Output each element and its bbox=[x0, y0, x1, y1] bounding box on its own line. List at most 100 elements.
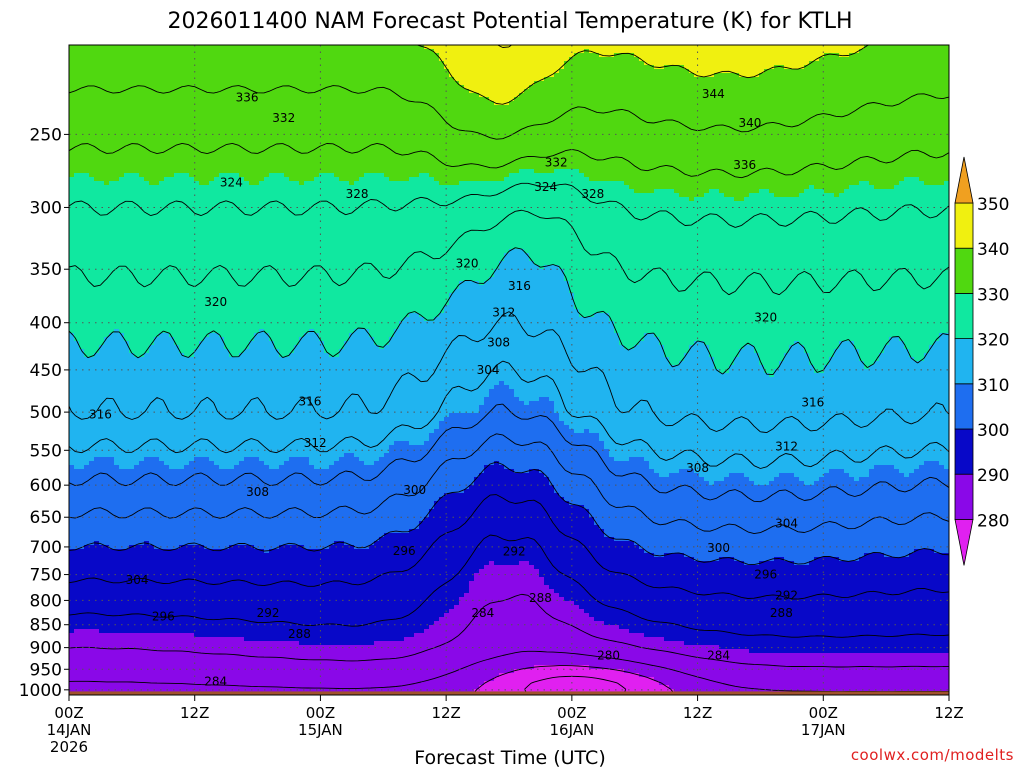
theta-fill-cell bbox=[814, 557, 820, 654]
theta-fill-cell bbox=[639, 61, 645, 194]
theta-fill-cell bbox=[69, 333, 75, 466]
theta-fill-cell bbox=[694, 77, 700, 198]
theta-fill-cell bbox=[144, 541, 150, 634]
theta-fill-cell bbox=[934, 461, 940, 554]
theta-fill-cell bbox=[574, 53, 580, 170]
theta-fill-cell bbox=[279, 45, 285, 174]
contour-label: 292 bbox=[775, 588, 798, 602]
theta-fill-cell bbox=[614, 541, 620, 626]
theta-fill-cell bbox=[289, 545, 295, 642]
theta-fill-cell bbox=[219, 173, 225, 338]
theta-fill-cell bbox=[784, 653, 790, 694]
theta-fill-cell bbox=[439, 185, 445, 314]
theta-fill-cell bbox=[319, 45, 325, 174]
theta-fill-cell bbox=[494, 45, 500, 106]
theta-fill-cell bbox=[884, 465, 890, 558]
theta-fill-cell bbox=[844, 561, 850, 654]
theta-fill-cell bbox=[324, 173, 330, 354]
theta-fill-cell bbox=[204, 549, 210, 638]
theta-fill-cell bbox=[619, 181, 625, 346]
contour-label: 332 bbox=[272, 111, 295, 125]
theta-fill-cell bbox=[379, 537, 385, 642]
theta-fill-cell bbox=[919, 465, 925, 550]
theta-fill-cell bbox=[304, 645, 310, 694]
theta-fill-cell bbox=[139, 545, 145, 634]
theta-fill-cell bbox=[134, 45, 140, 174]
theta-fill-cell bbox=[144, 457, 150, 542]
theta-fill-cell bbox=[289, 181, 295, 354]
theta-fill-cell bbox=[459, 181, 465, 282]
x-tick-date: 16JAN bbox=[549, 721, 594, 739]
theta-fill-cell bbox=[849, 45, 855, 54]
theta-fill-cell bbox=[864, 369, 870, 478]
theta-fill-cell bbox=[939, 465, 945, 554]
theta-fill-cell bbox=[869, 653, 875, 694]
theta-fill-cell bbox=[604, 449, 610, 538]
theta-fill-cell bbox=[324, 645, 330, 694]
theta-fill-cell bbox=[634, 57, 640, 194]
theta-fill-cell bbox=[759, 45, 765, 74]
theta-fill-cell bbox=[379, 45, 385, 174]
theta-fill-cell bbox=[629, 541, 635, 634]
theta-fill-cell bbox=[469, 281, 475, 414]
theta-fill-cell bbox=[429, 45, 435, 50]
theta-fill-cell bbox=[149, 185, 155, 346]
theta-fill-cell bbox=[564, 169, 570, 282]
theta-fill-cell bbox=[404, 637, 410, 694]
theta-fill-cell bbox=[814, 373, 820, 482]
theta-fill-cell bbox=[384, 45, 390, 178]
theta-fill-cell bbox=[729, 365, 735, 474]
theta-fill-cell bbox=[124, 633, 130, 694]
theta-fill-cell bbox=[649, 193, 655, 334]
theta-fill-cell bbox=[829, 53, 835, 194]
theta-fill-cell bbox=[154, 457, 160, 550]
theta-fill-cell bbox=[769, 45, 775, 70]
theta-fill-cell bbox=[774, 45, 780, 66]
theta-fill-cell bbox=[209, 181, 215, 334]
theta-fill-cell bbox=[199, 45, 205, 186]
theta-fill-cell bbox=[499, 673, 505, 694]
theta-fill-cell bbox=[364, 645, 370, 694]
theta-fill-cell bbox=[399, 45, 405, 182]
theta-fill-cell bbox=[489, 277, 495, 390]
y-tick-label: 550 bbox=[30, 441, 62, 461]
theta-fill-cell bbox=[169, 549, 175, 634]
theta-fill-cell bbox=[824, 473, 830, 558]
theta-fill-cell bbox=[774, 557, 780, 654]
theta-fill-cell bbox=[274, 45, 280, 174]
theta-fill-cell bbox=[459, 493, 465, 598]
contour-label: 284 bbox=[707, 649, 730, 663]
theta-fill-cell bbox=[649, 553, 655, 638]
theta-fill-cell bbox=[834, 53, 840, 198]
theta-fill-cell bbox=[834, 197, 840, 350]
theta-fill-cell bbox=[639, 341, 645, 458]
theta-fill-cell bbox=[474, 413, 480, 478]
theta-fill-cell bbox=[239, 545, 245, 638]
theta-fill-cell bbox=[234, 465, 240, 546]
theta-fill-cell bbox=[784, 69, 790, 198]
theta-fill-cell bbox=[759, 561, 765, 654]
theta-fill-cell bbox=[254, 457, 260, 550]
theta-fill-cell bbox=[149, 45, 155, 186]
theta-fill-cell bbox=[534, 81, 540, 174]
theta-fill-cell bbox=[209, 549, 215, 638]
theta-fill-cell bbox=[679, 361, 685, 470]
theta-fill-cell bbox=[924, 653, 930, 694]
theta-fill-cell bbox=[804, 565, 810, 654]
theta-fill-cell bbox=[754, 77, 760, 194]
theta-fill-cell bbox=[184, 173, 190, 358]
theta-fill-cell bbox=[244, 181, 250, 350]
theta-fill-cell bbox=[769, 69, 775, 194]
theta-fill-cell bbox=[764, 45, 770, 70]
theta-fill-cell bbox=[89, 629, 95, 694]
contour-label: 292 bbox=[257, 606, 280, 620]
theta-fill-cell bbox=[664, 685, 670, 694]
theta-fill-cell bbox=[544, 397, 550, 478]
theta-fill-cell bbox=[934, 653, 940, 694]
theta-fill-cell bbox=[554, 493, 560, 594]
theta-fill-cell bbox=[514, 397, 520, 474]
theta-fill-cell bbox=[584, 49, 590, 178]
theta-fill-cell bbox=[124, 549, 130, 634]
theta-fill-cell bbox=[104, 185, 110, 338]
x-tick-label: 12Z bbox=[934, 704, 963, 722]
